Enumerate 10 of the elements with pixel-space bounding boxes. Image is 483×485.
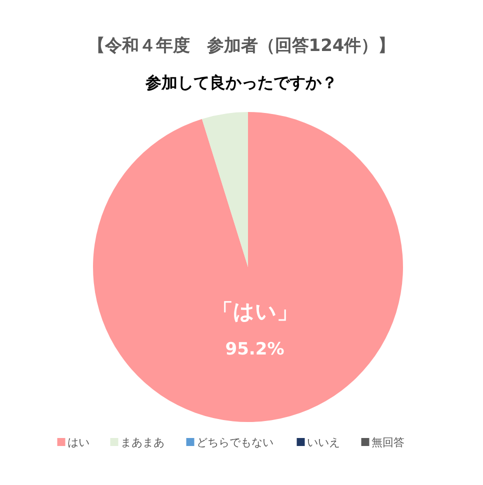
pie-slice: [202, 112, 248, 267]
legend-label: 無回答: [371, 436, 404, 449]
pie-slice: [93, 112, 403, 422]
chart-subtitle: 参加して良かったですか？: [144, 73, 338, 92]
legend-label: いいえ: [306, 436, 340, 449]
chart-title: 【令和４年度 参加者（回答124件）】: [88, 36, 396, 56]
legend-label: はい: [67, 436, 90, 449]
data-label: 「はい」 95.2%: [212, 299, 298, 360]
legend-label: まあまあ: [120, 436, 164, 449]
legend-label: どちらでもない: [196, 436, 274, 449]
